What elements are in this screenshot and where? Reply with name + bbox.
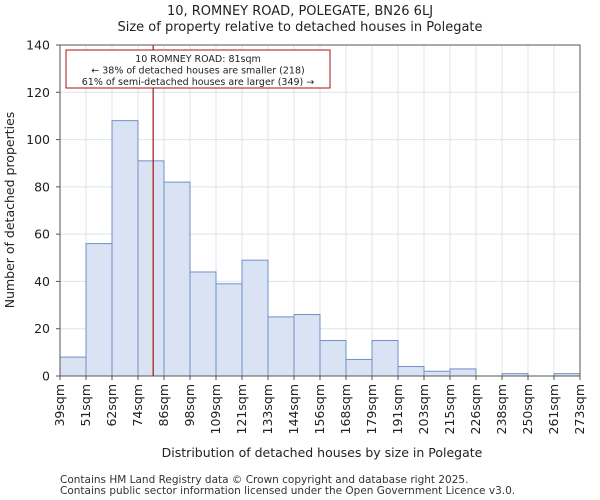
bar [423,370,451,377]
x-tick-label: 215sqm [442,384,457,434]
y-tick-label: 20 [34,321,50,336]
bar [293,314,321,377]
bar [319,340,347,377]
x-tick-label: 156sqm [312,384,327,434]
y-tick-label: 100 [26,132,50,147]
bar [215,283,243,377]
x-tick-label: 109sqm [208,384,223,434]
bar [449,368,477,377]
x-tick-label: 133sqm [260,384,275,434]
bar [189,271,217,377]
bar [345,358,373,377]
axes [56,44,581,380]
y-tick-label: 0 [42,369,50,384]
x-tick-label: 74sqm [130,384,145,427]
y-tick-label: 80 [34,179,50,194]
y-tick-labels: 0 20 40 60 80 100 120 140 [26,38,50,384]
x-tick-label: 168sqm [338,384,353,434]
bar [111,120,139,377]
x-tick-label: 98sqm [182,384,197,427]
x-tick-label: 273sqm [572,384,587,434]
y-axis-label: Number of detached properties [2,112,17,309]
x-tick-label: 179sqm [364,384,379,434]
annotation-line: 10 ROMNEY ROAD: 81sqm [135,54,261,65]
x-axis-label: Distribution of detached houses by size … [162,445,483,460]
x-tick-label: 250sqm [520,384,535,434]
bar [59,356,87,377]
bar [241,259,269,377]
x-tick-label: 121sqm [234,384,249,434]
footer-line-2: Contains public sector information licen… [60,485,516,497]
x-tick-label: 39sqm [52,384,67,427]
bar [163,181,191,377]
y-tick-label: 140 [26,38,50,53]
chart-subtitle: Size of property relative to detached ho… [117,20,483,35]
y-tick-label: 60 [34,227,50,242]
annotation-box: 10 ROMNEY ROAD: 81sqm← 38% of detached h… [65,49,331,89]
y-tick-label: 40 [34,274,50,289]
footer-line-1: Contains HM Land Registry data © Crown c… [60,474,469,486]
x-tick-label: 86sqm [156,384,171,427]
bar [371,340,399,377]
y-tick-label: 120 [26,85,50,100]
x-tick-label: 203sqm [416,384,431,434]
x-tick-label: 226sqm [468,384,483,434]
x-tick-label: 51sqm [78,384,93,427]
x-tick-label: 238sqm [494,384,509,434]
x-tick-label: 144sqm [286,384,301,434]
x-tick-label: 261sqm [546,384,561,434]
annotation-line: 61% of semi-detached houses are larger (… [82,77,315,88]
x-tick-label: 191sqm [390,384,405,434]
bar [85,243,113,377]
chart-title: 10, ROMNEY ROAD, POLEGATE, BN26 6LJ [166,4,434,19]
annotation-frame [65,49,331,89]
bar [137,160,165,377]
x-tick-label: 62sqm [104,384,119,427]
bar [267,316,295,377]
bar [397,366,425,377]
bars [59,120,581,377]
x-tick-labels: 39sqm 51sqm 62sqm 74sqm 86sqm 98sqm 109sqm 121s… [52,384,587,434]
annotation-line: ← 38% of detached houses are smaller (21… [91,66,304,77]
